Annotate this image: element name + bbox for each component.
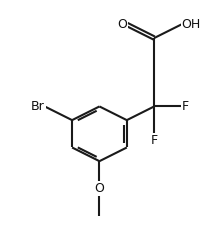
Text: Br: Br — [31, 100, 45, 113]
Text: O: O — [95, 182, 104, 195]
Text: F: F — [151, 134, 158, 147]
Text: O: O — [117, 18, 127, 31]
Text: F: F — [181, 100, 189, 113]
Text: OH: OH — [181, 18, 201, 31]
